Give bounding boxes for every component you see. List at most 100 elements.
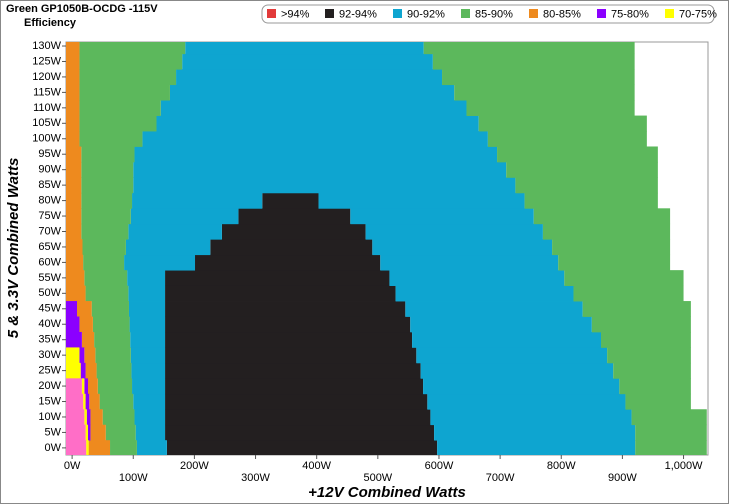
y-tick-label: 40W <box>38 318 61 330</box>
region-span <box>165 378 424 395</box>
y-tick-label: 0W <box>45 442 62 454</box>
y-tick-label: 30W <box>38 349 61 361</box>
y-tick-label: 25W <box>38 365 61 377</box>
region-span <box>558 254 671 271</box>
region-span <box>135 424 166 441</box>
region-span <box>182 53 433 70</box>
region-span <box>165 316 411 333</box>
region-span <box>66 301 78 317</box>
region-span <box>66 208 82 225</box>
x-tick-label: 900W <box>608 472 637 484</box>
region-span <box>83 393 86 410</box>
region-span <box>442 69 635 86</box>
region-span <box>176 69 443 86</box>
region-span <box>79 316 93 333</box>
region-span <box>81 146 135 163</box>
region-span <box>66 100 80 116</box>
region-span <box>133 161 507 178</box>
y-tick-label: 90W <box>38 164 61 176</box>
region-span <box>81 378 85 395</box>
chart-title: Green GP1050B-OCDG -115V <box>6 3 158 15</box>
region-span <box>132 378 166 395</box>
region-span <box>79 69 177 86</box>
region-span <box>66 161 82 178</box>
region-span <box>95 347 131 364</box>
region-span <box>142 131 488 147</box>
region-span <box>125 239 211 256</box>
x-tick-label: 1,000W <box>665 460 704 472</box>
region-span <box>533 208 671 225</box>
legend-swatch <box>597 9 606 18</box>
region-span <box>427 393 626 410</box>
x-tick-label: 800W <box>547 460 576 472</box>
x-tick-label: 400W <box>302 460 331 472</box>
region-span <box>389 270 565 286</box>
region-span <box>66 393 84 410</box>
region-span <box>79 100 161 116</box>
region-span <box>84 378 89 395</box>
legend-label: 90-92% <box>407 8 445 20</box>
region-span <box>262 192 319 209</box>
region-span <box>515 177 658 194</box>
legend-swatch <box>393 9 402 18</box>
y-tick-label: 120W <box>32 71 61 83</box>
region-span <box>130 347 166 364</box>
region-span <box>85 285 129 302</box>
region-span <box>129 316 166 333</box>
y-tick-label: 45W <box>38 303 61 315</box>
y-tick-label: 75W <box>38 210 61 222</box>
region-span <box>454 84 635 101</box>
region-span <box>434 424 636 441</box>
region-span <box>416 347 608 364</box>
x-tick-label: 100W <box>119 472 148 484</box>
region-span <box>635 424 707 441</box>
region-span <box>350 208 534 225</box>
y-tick-label: 130W <box>32 40 61 52</box>
region-span <box>66 254 84 271</box>
region-span <box>79 131 143 147</box>
region-span <box>619 378 691 395</box>
region-span <box>84 270 128 286</box>
legend-label: 80-85% <box>543 8 581 20</box>
region-span <box>412 331 601 348</box>
region-span <box>524 192 658 209</box>
region-span <box>66 409 85 426</box>
region-span <box>102 409 135 426</box>
y-tick-label: 80W <box>38 194 61 206</box>
y-tick-label: 115W <box>33 86 62 98</box>
x-tick-label: 200W <box>180 460 209 472</box>
region-span <box>66 223 82 240</box>
region-span <box>66 270 85 286</box>
region-span <box>552 239 671 256</box>
region-span <box>487 131 647 147</box>
region-span <box>405 301 583 317</box>
region-span <box>124 254 196 271</box>
region-span <box>591 316 691 333</box>
region-span <box>221 223 366 240</box>
region-span <box>410 316 592 333</box>
region-span <box>478 115 647 132</box>
region-span <box>238 208 351 225</box>
region-span <box>86 440 89 455</box>
region-span <box>79 115 157 132</box>
region-span <box>66 146 82 163</box>
region-span <box>432 53 635 70</box>
region-span <box>430 409 632 426</box>
y-tick-label: 35W <box>38 334 61 346</box>
region-span <box>165 424 435 441</box>
y-tick-label: 110W <box>33 102 62 114</box>
region-span <box>79 347 85 364</box>
region-span <box>79 84 170 101</box>
region-span <box>66 316 80 333</box>
legend-swatch <box>325 9 334 18</box>
legend-swatch <box>665 9 674 18</box>
x-tick-label: 600W <box>425 460 454 472</box>
region-span <box>210 239 373 256</box>
region-span <box>80 362 86 379</box>
region-span <box>66 115 80 132</box>
region-span <box>130 208 239 225</box>
region-span <box>81 223 129 240</box>
region-span <box>81 331 95 348</box>
region-span <box>133 393 166 410</box>
legend-label: 75-80% <box>611 8 649 20</box>
